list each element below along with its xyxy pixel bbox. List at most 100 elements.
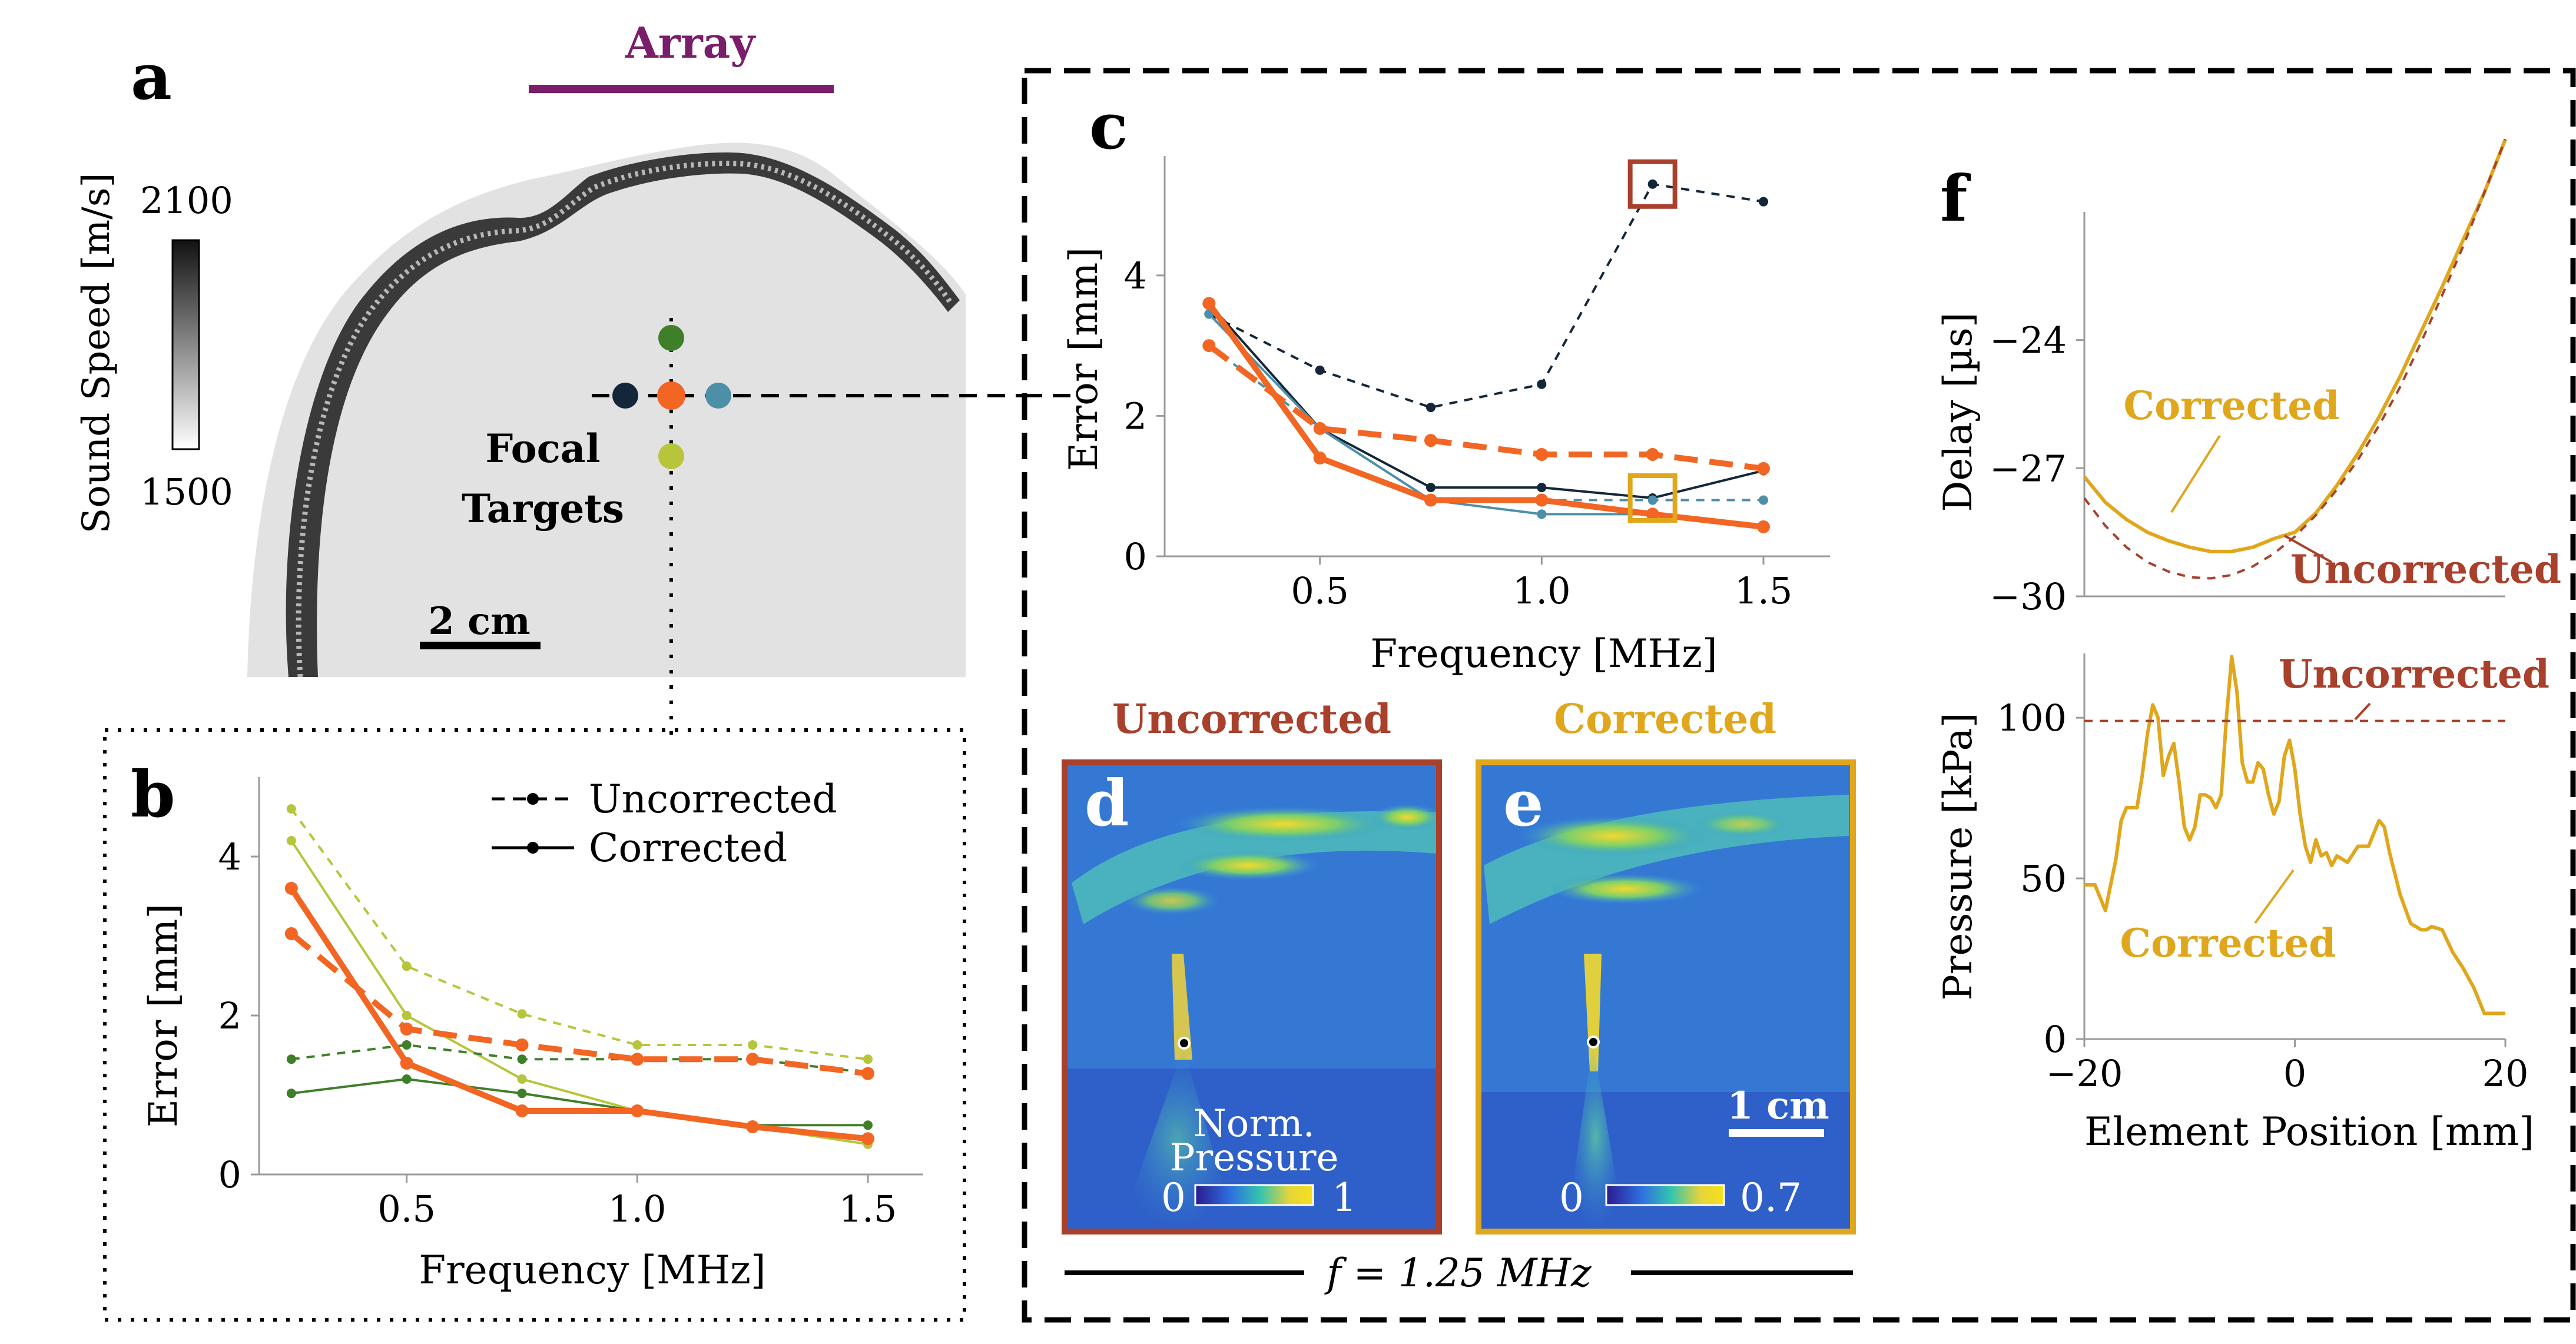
c-point [1757, 462, 1770, 475]
c-series-4 [1207, 343, 1764, 472]
colorbar-max: 2100 [140, 179, 233, 222]
panel-d-cbar-title-2: Pressure [1170, 1136, 1339, 1180]
c-point [1202, 339, 1216, 353]
panel-e-colorbar [1605, 1184, 1725, 1206]
b-ytick-label: 4 [218, 835, 241, 878]
c-point [1537, 509, 1547, 519]
panel-c-letter: c [1089, 89, 1128, 164]
f_delay-ytick-label: −27 [1990, 447, 2067, 490]
legend-corrected: Corrected [589, 825, 787, 871]
panel-d-title: Uncorrected [1112, 696, 1391, 743]
c-ytick-label: 2 [1124, 394, 1147, 437]
b-point [863, 1120, 873, 1130]
c-highlight-box [1627, 159, 1677, 209]
b-series-3 [291, 1078, 868, 1127]
c-ytick-label: 0 [1124, 535, 1147, 578]
f_delay-ytick-label: −24 [1990, 319, 2067, 362]
c-point [1535, 448, 1549, 462]
array-bar [529, 85, 834, 93]
array-label: Array [625, 18, 756, 68]
f_pressure-xtick-label: 0 [2283, 1052, 2306, 1095]
b-point [517, 1054, 527, 1064]
panel-e-cbar-max: 0.7 [1740, 1175, 1802, 1220]
c-series-1 [1208, 303, 1764, 499]
b-point [515, 1038, 529, 1051]
b-point [631, 1104, 644, 1117]
c-point [1537, 483, 1547, 493]
b-point [861, 1132, 874, 1146]
sound-speed-colorbar [171, 239, 200, 450]
c-point [1759, 495, 1768, 505]
c-point [1535, 493, 1549, 507]
b-point [517, 1074, 527, 1084]
c-xtick-label: 1.0 [1513, 569, 1571, 612]
c-point [1202, 297, 1216, 310]
panel-f-letter: f [1940, 162, 1971, 236]
panel-d-cbar-min: 0 [1161, 1175, 1186, 1220]
focal-target-orange [657, 381, 685, 410]
b-point [286, 1054, 296, 1064]
c-point [1759, 197, 1768, 207]
focal-target-navy [612, 383, 638, 409]
focal-target-light-green [658, 443, 684, 469]
panel-b-frame [103, 728, 966, 1322]
c-point [1313, 451, 1327, 464]
scale-label-a: 2 cm [428, 599, 531, 643]
c-point [1647, 495, 1657, 505]
b-point [284, 927, 298, 940]
b-point [632, 1040, 642, 1050]
c-point [1757, 520, 1770, 533]
c-xtick-label: 0.5 [1291, 569, 1349, 612]
b-series-0 [290, 808, 868, 1061]
c-point [1426, 403, 1435, 413]
b-point [284, 882, 298, 895]
f_pressure-xtick-label: 20 [2482, 1052, 2529, 1095]
focal-label-2: Targets [462, 486, 624, 532]
b-ytick-label: 0 [218, 1153, 241, 1196]
panel-e-cbar-min: 0 [1559, 1175, 1584, 1220]
b-point [286, 836, 296, 845]
panel-c-chart: 0.5 1.0 1.5 0 2 4 [1124, 156, 1830, 612]
b-point [861, 1067, 874, 1080]
b-point [746, 1120, 760, 1133]
f_delay-ytick-label: −30 [1990, 575, 2067, 618]
b-ytick-label: 2 [218, 994, 241, 1037]
f-pressure-annotation-uncorrected: Uncorrected [2279, 651, 2550, 697]
focal-label-1: Focal [485, 426, 600, 472]
panel-e-scale-bar [1729, 1129, 1824, 1137]
panel-a: a Array 2100 1500 Sound Speed [m/s] Foca… [75, 18, 1025, 736]
b-point [517, 1009, 527, 1019]
b-point [400, 1057, 413, 1070]
panel-d-frame [1062, 759, 1442, 1235]
head-region [247, 142, 966, 677]
focus-marker-d [1178, 1037, 1191, 1050]
b-point [402, 961, 412, 971]
c-point [1646, 507, 1659, 521]
panel-e-letter: e [1503, 766, 1544, 841]
panel-e-frame [1476, 759, 1856, 1235]
focal-target-green [658, 325, 684, 351]
f-pressure-annotation-corrected: Corrected [2120, 920, 2336, 966]
panel-b-xlabel: Frequency [MHz] [419, 1247, 765, 1293]
b-xtick-label: 1.0 [608, 1187, 667, 1230]
c-point [1424, 493, 1437, 507]
f_delay-series-1 [2083, 138, 2507, 580]
panel-d-cbar-max: 1 [1332, 1175, 1357, 1220]
b-point [863, 1054, 873, 1064]
f_pressure-ytick-label: 0 [2044, 1018, 2067, 1061]
b-point [402, 1040, 412, 1050]
b-series-4 [289, 931, 868, 1077]
colorbar-min: 1500 [140, 470, 233, 513]
c-ytick-label: 4 [1124, 254, 1147, 297]
c-series-5 [1206, 301, 1764, 530]
b-xtick-label: 1.5 [839, 1187, 897, 1230]
b-xtick-label: 0.5 [377, 1187, 436, 1230]
panel-d: Uncorrected d Norm. Pressure 0 1 [1062, 696, 1442, 1235]
panel-f-delay-ylabel: Delay [µs] [1935, 313, 1981, 512]
legend-uncorrected: Uncorrected [589, 776, 837, 822]
panel-d-colorbar [1194, 1184, 1314, 1206]
b-point [748, 1040, 758, 1050]
b-series-1 [290, 839, 868, 1146]
